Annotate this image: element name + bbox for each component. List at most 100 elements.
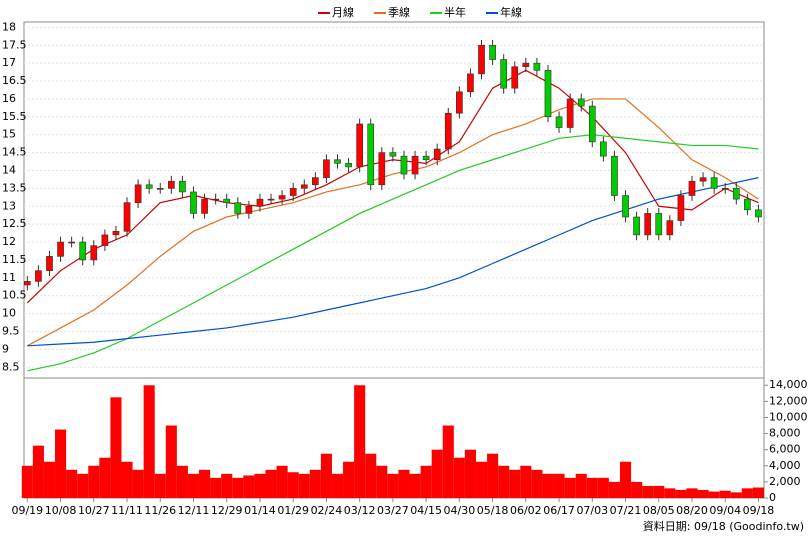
volume-bar: [642, 485, 654, 498]
volume-bar: [498, 465, 510, 498]
y2-tick-label: 2,000: [769, 475, 801, 488]
candle-body: [688, 180, 696, 196]
volume-bar: [619, 461, 632, 498]
volume-bar: [55, 429, 67, 498]
candle-body: [600, 141, 607, 157]
candle-body: [334, 159, 341, 164]
x-tick-label: 10/27: [78, 504, 110, 517]
candle-body: [721, 188, 729, 190]
x-tick-label: 05/18: [477, 504, 509, 517]
candle-body: [278, 195, 286, 200]
x-tick-label: 08/20: [676, 504, 708, 517]
legend-label: 月線: [332, 5, 354, 19]
volume-bar: [752, 487, 764, 498]
volume-bar: [708, 491, 720, 498]
candle-body: [256, 198, 264, 207]
volume-bar: [409, 473, 421, 498]
candle-body: [478, 44, 485, 75]
candle-body: [323, 159, 330, 178]
candle-body: [345, 163, 352, 168]
volume-bar: [265, 469, 277, 498]
candle-body: [666, 220, 674, 236]
volume-bar: [165, 425, 177, 498]
x-tick-label: 02/24: [311, 504, 343, 517]
x-tick-label: 06/17: [543, 504, 575, 517]
volume-bar: [542, 473, 554, 498]
y-tick-label: 10.5: [2, 289, 27, 302]
candle-body: [755, 209, 762, 218]
candle-body: [167, 180, 175, 189]
candle-body: [90, 245, 98, 261]
candle-body: [577, 98, 585, 107]
volume-bar: [77, 473, 89, 498]
y2-tick-label: 6,000: [769, 443, 801, 456]
candle-body: [367, 123, 375, 186]
candle-body: [201, 198, 208, 214]
candle-body: [234, 202, 242, 214]
candle-body: [312, 177, 319, 186]
candle-body: [378, 152, 386, 186]
candle-body: [533, 62, 541, 71]
volume-bar: [586, 477, 598, 498]
x-tick-label: 11/26: [144, 504, 176, 517]
y-tick-label: 9: [2, 342, 9, 355]
y2-tick-label: 0: [769, 491, 776, 504]
volume-bar: [354, 385, 366, 498]
volume-bar: [132, 469, 144, 498]
volume-bar: [675, 489, 687, 498]
moving-average-line: [27, 98, 759, 347]
volume-bar: [664, 488, 676, 498]
y2-tick-label: 14,000: [769, 378, 808, 391]
y-tick-label: 16.5: [2, 74, 27, 87]
volume-bar: [309, 469, 321, 498]
candle-body: [101, 234, 109, 246]
candle-body: [156, 188, 164, 190]
volume-bar: [719, 490, 731, 498]
y2-tick-label: 12,000: [769, 394, 808, 407]
volume-bar: [287, 472, 299, 498]
volume-bar: [66, 469, 78, 498]
y-tick-label: 18: [2, 20, 16, 33]
x-tick-label: 10/08: [45, 504, 77, 517]
candle-body: [710, 177, 718, 189]
candle-body: [145, 184, 153, 189]
y-tick-label: 11: [2, 271, 16, 284]
y-tick-label: 13: [2, 199, 16, 212]
y2-tick-label: 8,000: [769, 427, 801, 440]
volume-bar: [431, 449, 443, 498]
y-tick-label: 17: [2, 56, 16, 69]
volume-bar: [398, 469, 410, 498]
volume-bar: [730, 492, 742, 498]
y-tick-label: 8.5: [2, 360, 20, 373]
candle-body: [35, 270, 42, 282]
volume-bar: [564, 477, 576, 498]
candle-body: [212, 198, 219, 201]
candle-body: [389, 152, 397, 157]
x-tick-label: 09/18: [743, 504, 775, 517]
candle-body: [744, 198, 751, 211]
x-tick-label: 06/02: [510, 504, 542, 517]
candle-body: [699, 177, 707, 182]
y-tick-label: 14: [2, 163, 16, 176]
candle-body: [522, 62, 530, 68]
y-tick-label: 10: [2, 307, 16, 320]
footer: 資料日期: 09/18 (Goodinfo.tw): [643, 519, 804, 533]
x-tick-label: 09/19: [11, 504, 43, 517]
x-tick-label: 07/03: [576, 504, 608, 517]
volume-bar: [376, 465, 388, 498]
candle-body: [190, 191, 197, 214]
candle-body: [677, 195, 685, 221]
candle-body: [356, 123, 364, 168]
volume-bar: [110, 397, 122, 498]
volume-bar: [276, 465, 288, 498]
volume-bar: [154, 473, 166, 498]
x-tick-label: 12/11: [178, 504, 210, 517]
candle-body: [433, 148, 441, 161]
candle-body: [112, 231, 120, 236]
volume-bar: [520, 465, 532, 498]
candle-body: [46, 256, 53, 271]
candle-body: [400, 155, 408, 175]
candle-body: [622, 195, 629, 218]
volume-bar: [176, 465, 188, 498]
